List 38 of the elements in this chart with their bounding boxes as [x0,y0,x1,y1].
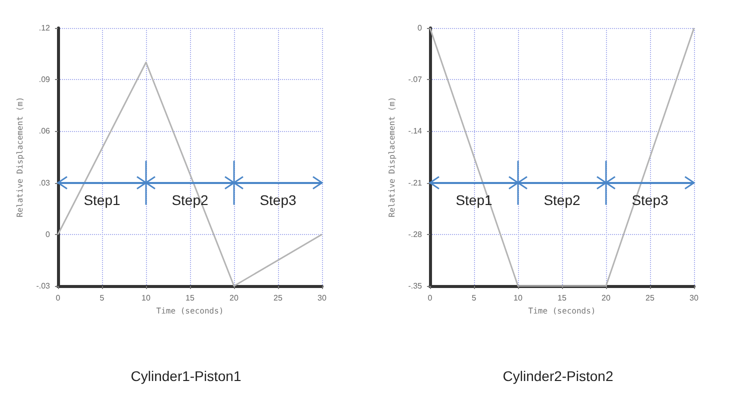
annotation: Step3 [260,192,297,208]
x-axis-title: Time (seconds) [528,306,596,316]
y-tick-label: .06 [38,126,51,136]
y-tick-label: 0 [418,24,423,32]
x-tick-label: 0 [56,294,61,302]
x-axis-title: Time (seconds) [156,306,224,316]
y-tick-label: .09 [38,75,51,84]
annotation: Step2 [172,192,209,208]
x-tick-label: 25 [646,294,655,302]
y-tick-label: -.14 [408,126,423,136]
annotation: Step1 [84,192,121,208]
y-axis-title: Relative Displacement (m) [388,96,396,218]
x-tick-label: 10 [514,294,523,302]
x-tick-label: 30 [690,294,699,302]
x-tick-label: 15 [558,294,567,302]
x-tick-label: 20 [230,294,239,302]
text: Cylinder1-Piston1 [130,368,242,384]
x-tick-label: 25 [274,294,283,302]
annotation: Step2 [544,192,581,208]
y-tick-label: -.35 [408,282,423,290]
y-tick-label: .03 [38,178,51,188]
x-tick-label: 15 [186,294,195,302]
x-tick-label: 5 [100,294,105,302]
text: Cylinder2-Piston2 [502,368,614,384]
y-tick-label: -.28 [408,230,423,239]
y-tick-label: -.03 [36,282,51,290]
x-tick-label: 20 [602,294,611,302]
x-tick-label: 0 [428,294,433,302]
annotation: Step3 [632,192,669,208]
x-tick-label: 5 [472,294,477,302]
y-tick-label: 0 [46,230,51,239]
annotation: Step1 [456,192,493,208]
x-tick-label: 10 [142,294,151,302]
x-tick-label: 30 [318,294,327,302]
y-axis-title: Relative Displacement (m) [16,96,24,218]
y-tick-label: -.07 [408,75,423,84]
y-tick-label: .12 [38,24,51,32]
y-tick-label: -.21 [408,178,423,188]
